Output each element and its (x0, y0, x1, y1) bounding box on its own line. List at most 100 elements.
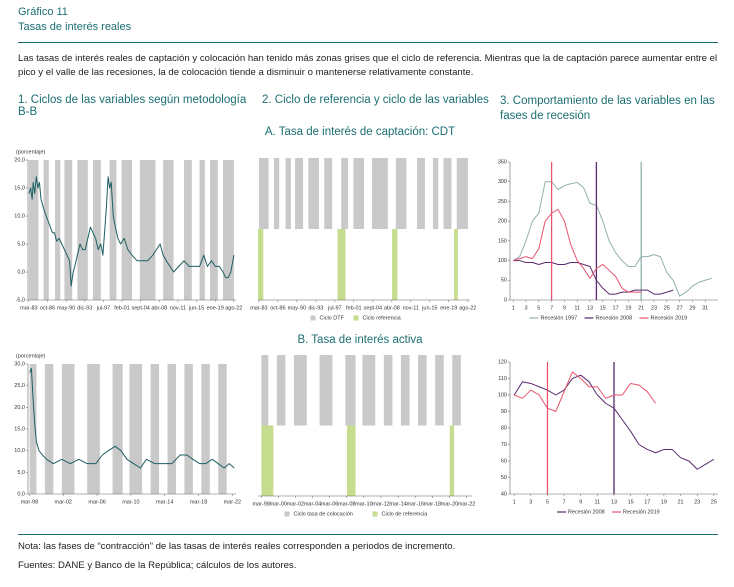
x-tick-label: jul-97 (327, 305, 341, 311)
recession-band (210, 160, 218, 300)
cycle-band (454, 229, 458, 300)
y-tick-label: 90 (501, 409, 507, 415)
x-tick-label: oct-86 (40, 305, 55, 311)
cycle-band (261, 425, 274, 496)
y-tick-label: 300 (498, 179, 507, 185)
legend-label: Recesión 2019 (651, 315, 688, 321)
y-tick-label: 0 (504, 297, 507, 303)
x-tick-label: mar-98 (21, 499, 38, 505)
x-tick-label: 31 (702, 305, 708, 311)
x-tick-label: 15 (628, 499, 634, 505)
x-tick-label: 1 (512, 305, 515, 311)
series-line (28, 176, 235, 287)
cycle-band (259, 158, 269, 229)
x-tick-label: 17 (613, 305, 619, 311)
legend-label: Ciclo de referencia (382, 511, 429, 517)
cycle-band (345, 355, 356, 426)
x-tick-label: mar-20 (441, 501, 458, 507)
legend-label: Ciclo DTF (320, 315, 345, 321)
x-tick-label: mar-02 (287, 501, 304, 507)
x-tick-label: 23 (651, 305, 657, 311)
section-title: B. Tasa de interés activa (297, 334, 423, 346)
cycle-band (383, 355, 393, 426)
cycle-band (276, 355, 286, 426)
x-tick-label: 13 (587, 305, 593, 311)
y-tick-label: 120 (498, 359, 507, 365)
x-tick-label: 13 (611, 499, 617, 505)
x-tick-label: 5 (546, 499, 549, 505)
cycle-band (353, 158, 364, 229)
x-tick-label: 11 (595, 499, 601, 505)
cycle-band (392, 229, 398, 300)
y-tick-label: 100 (498, 258, 507, 264)
y-tick-label: 50 (501, 475, 507, 481)
x-tick-label: 9 (563, 305, 566, 311)
recession-band (44, 364, 54, 494)
legend-label: Recesión 2019 (623, 509, 660, 515)
cycle-band (293, 355, 307, 426)
x-tick-label: feb-01 (114, 305, 130, 311)
legend-label: Recesión 2008 (596, 315, 633, 321)
recession-band (121, 160, 132, 300)
x-tick-label: mar-22 (224, 499, 241, 505)
y-tick-label: 10,0 (14, 213, 25, 219)
figure-label: Gráfico 11 (18, 6, 68, 18)
x-tick-label: jun-15 (188, 305, 204, 311)
x-tick-label: 15 (600, 305, 606, 311)
y-tick-label: 0,0 (17, 491, 25, 497)
x-tick-label: ene-19 (207, 305, 224, 311)
recession-band (87, 364, 100, 494)
recession-band (55, 160, 61, 300)
legend-swatch (310, 315, 316, 321)
cycle-band (362, 355, 376, 426)
cycle-band (417, 158, 425, 229)
x-tick-label: mar-83 (250, 305, 267, 311)
legend-label: Ciclo tasa de colocación (294, 511, 353, 517)
recession-band (218, 364, 227, 494)
x-tick-label: 25 (664, 305, 670, 311)
recession-band (129, 364, 143, 494)
x-tick-label: mar-06 (321, 501, 338, 507)
x-tick-label: 9 (579, 499, 582, 505)
x-tick-label: mar-16 (407, 501, 424, 507)
x-tick-label: 7 (550, 305, 553, 311)
legend-label: Ciclo referencia (363, 315, 402, 321)
cycle-band (341, 158, 349, 229)
footer-rule (18, 534, 718, 535)
x-tick-label: mar-98 (252, 501, 269, 507)
y-tick-label: 20,0 (14, 157, 25, 163)
y-tick-label: 350 (498, 159, 507, 165)
legend-label: Recesión 2008 (568, 509, 605, 515)
x-tick-label: 19 (625, 305, 631, 311)
recession-band (112, 364, 123, 494)
cycle-band (261, 355, 269, 426)
x-tick-label: jul-97 (96, 305, 110, 311)
series-line (513, 260, 674, 295)
x-tick-label: mar-12 (372, 501, 389, 507)
y-tick-label: 10,0 (14, 448, 25, 454)
cycle-band (319, 355, 333, 426)
y-tick-label: 25,0 (14, 383, 25, 389)
recession-band (139, 160, 156, 300)
cycle-band (273, 158, 280, 229)
series-line (512, 181, 712, 297)
x-tick-label: may-90 (288, 305, 306, 311)
y-tick-label: 40 (501, 491, 507, 497)
x-tick-label: 19 (661, 499, 667, 505)
x-tick-label: 3 (529, 499, 532, 505)
cycle-band (347, 425, 356, 496)
recession-band (163, 160, 174, 300)
recession-band (150, 364, 160, 494)
y-tick-label: 70 (501, 442, 507, 448)
recession-band (184, 160, 192, 300)
x-tick-label: mar-06 (88, 499, 105, 505)
cycle-band (456, 158, 468, 229)
cycle-band (295, 158, 304, 229)
cycle-band (449, 425, 455, 496)
cycle-band (324, 158, 333, 229)
cycle-band (371, 158, 388, 229)
y-tick-label: 5,0 (17, 470, 25, 476)
x-tick-label: ago-22 (225, 305, 242, 311)
y-tick-label: 15,0 (14, 185, 25, 191)
